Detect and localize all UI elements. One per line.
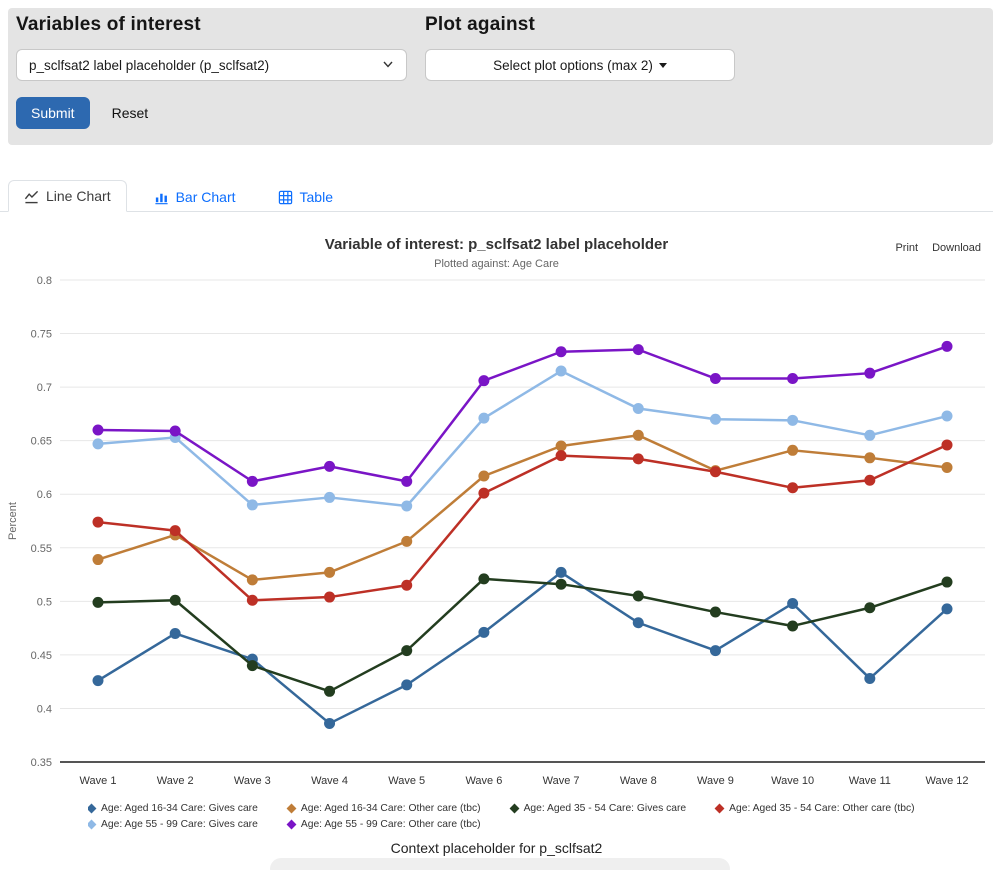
tab-bar-chart[interactable]: Bar Chart <box>139 182 251 212</box>
svg-text:0.65: 0.65 <box>31 436 52 448</box>
variable-select-value: p_sclfsat2 label placeholder (p_sclfsat2… <box>29 57 270 73</box>
tab-table-label: Table <box>299 189 333 205</box>
legend-item[interactable]: Age: Aged 35 - 54 Care: Other care (tbc) <box>714 803 915 814</box>
x-axis-label: Wave 7 <box>543 775 580 787</box>
legend-item-label: Age: Aged 35 - 54 Care: Gives care <box>523 803 687 814</box>
tab-line-chart-label: Line Chart <box>46 188 111 204</box>
x-axis-label: Wave 12 <box>925 775 968 787</box>
legend-item[interactable]: Age: Aged 16-34 Care: Other care (tbc) <box>286 803 481 814</box>
variable-select[interactable]: p_sclfsat2 label placeholder (p_sclfsat2… <box>16 49 407 81</box>
tab-table[interactable]: Table <box>263 182 348 212</box>
chart-title: Variable of interest: p_sclfsat2 label p… <box>324 236 669 253</box>
legend-item-label: Age: Aged 35 - 54 Care: Other care (tbc) <box>729 803 915 814</box>
legend-marker-icon <box>286 819 297 830</box>
x-axis-label: Wave 3 <box>234 775 271 787</box>
variables-of-interest-group: Variables of interest p_sclfsat2 label p… <box>16 14 407 81</box>
plot-against-heading: Plot against <box>425 14 536 35</box>
tab-bar-chart-label: Bar Chart <box>175 189 236 205</box>
svg-text:0.35: 0.35 <box>31 757 52 769</box>
x-axis-label: Wave 8 <box>620 775 657 787</box>
plot-against-group: Plot against Select plot options (max 2) <box>425 14 735 81</box>
legend-marker-icon <box>88 803 97 814</box>
submit-button[interactable]: Submit <box>16 97 90 129</box>
control-panel: Variables of interest p_sclfsat2 label p… <box>8 8 993 145</box>
chart-subtitle: Plotted against: Age Care <box>434 258 559 270</box>
legend-item-label: Age: Aged 16-34 Care: Gives care <box>101 803 258 814</box>
svg-text:0.45: 0.45 <box>31 650 52 662</box>
svg-text:0.8: 0.8 <box>37 275 52 287</box>
svg-text:0.55: 0.55 <box>31 543 52 555</box>
legend-item[interactable]: Age: Age 55 - 99 Care: Gives care <box>88 819 258 830</box>
x-axis-label: Wave 6 <box>465 775 502 787</box>
x-axis-label: Wave 11 <box>849 775 891 787</box>
svg-text:0.7: 0.7 <box>37 382 52 394</box>
svg-text:0.75: 0.75 <box>31 329 52 341</box>
bar-chart-icon <box>154 190 169 205</box>
x-axis-label: Wave 9 <box>697 775 734 787</box>
print-link[interactable]: Print <box>895 242 919 254</box>
x-axis-label: Wave 2 <box>157 775 194 787</box>
legend-item-label: Age: Age 55 - 99 Care: Gives care <box>101 819 258 830</box>
tab-bar: Line Chart Bar Chart Table <box>0 178 993 212</box>
table-icon <box>278 190 293 205</box>
legend-item[interactable]: Age: Aged 16-34 Care: Gives care <box>88 803 258 814</box>
plot-options-dropdown-label: Select plot options (max 2) <box>493 57 653 73</box>
legend-item-label: Age: Aged 16-34 Care: Other care (tbc) <box>300 803 481 814</box>
line-chart[interactable]: 0.35 0.4 0.45 0.5 0.55 0.6 0.65 0.7 0.75 0.8 Perce… <box>0 268 993 790</box>
svg-text:0.6: 0.6 <box>37 489 52 501</box>
bottom-panel-edge <box>270 858 730 870</box>
reset-button[interactable]: Reset <box>111 105 149 121</box>
legend-item[interactable]: Age: Aged 35 - 54 Care: Gives care <box>509 803 687 814</box>
legend-item[interactable]: Age: Age 55 - 99 Care: Other care (tbc) <box>286 819 481 830</box>
legend-marker-icon <box>286 803 297 814</box>
legend-marker-icon <box>714 803 725 814</box>
x-axis-label: Wave 4 <box>311 775 348 787</box>
legend-item-label: Age: Age 55 - 99 Care: Other care (tbc) <box>300 819 481 830</box>
line-chart-panel: Variable of interest: p_sclfsat2 label p… <box>0 212 993 856</box>
download-link[interactable]: Download <box>932 242 981 254</box>
legend-marker-icon <box>509 803 520 814</box>
plot-options-dropdown[interactable]: Select plot options (max 2) <box>425 49 735 81</box>
tab-line-chart[interactable]: Line Chart <box>8 180 127 212</box>
chevron-down-icon <box>382 58 394 73</box>
y-axis-title: Percent <box>7 502 19 540</box>
chart-legend: Age: Aged 16-34 Care: Gives care Age: Age… <box>88 803 993 830</box>
svg-text:0.5: 0.5 <box>37 596 52 608</box>
x-axis-label: Wave 10 <box>771 775 814 787</box>
svg-text:0.4: 0.4 <box>37 703 52 715</box>
variables-of-interest-heading: Variables of interest <box>16 14 201 35</box>
line-chart-icon <box>24 189 39 204</box>
legend-marker-icon <box>88 819 97 830</box>
x-axis-label: Wave 1 <box>80 775 117 787</box>
x-axis-label: Wave 5 <box>388 775 425 787</box>
context-note: Context placeholder for p_sclfsat2 <box>390 840 603 856</box>
caret-down-icon <box>658 62 667 68</box>
